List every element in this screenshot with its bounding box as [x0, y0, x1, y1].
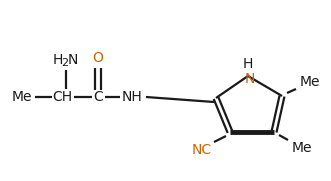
- Text: H: H: [243, 57, 253, 71]
- Text: Me: Me: [292, 141, 312, 155]
- Text: N: N: [68, 53, 78, 67]
- Text: C: C: [93, 90, 103, 104]
- Text: NC: NC: [192, 143, 212, 157]
- Text: CH: CH: [52, 90, 72, 104]
- Text: O: O: [93, 51, 103, 65]
- Text: NH: NH: [121, 90, 142, 104]
- Text: Me: Me: [300, 75, 320, 89]
- Text: 2: 2: [62, 58, 69, 68]
- Text: N: N: [245, 72, 255, 86]
- Text: H: H: [53, 53, 63, 67]
- Text: Me: Me: [12, 90, 32, 104]
